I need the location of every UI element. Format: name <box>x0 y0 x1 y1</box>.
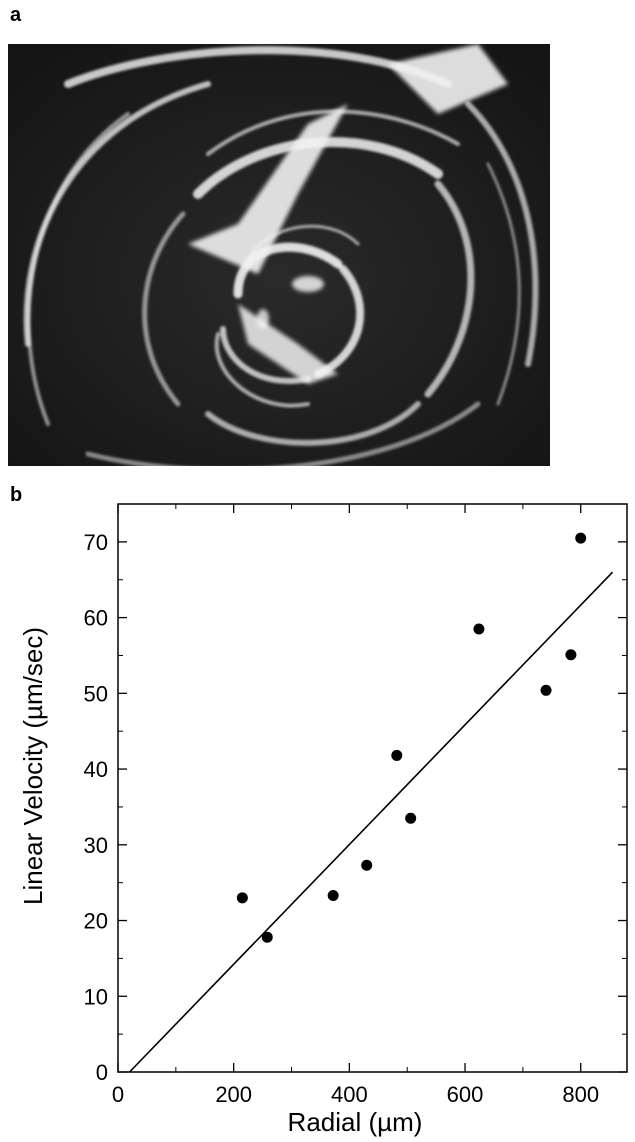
y-tick-label: 30 <box>84 833 108 858</box>
panel-label-b: b <box>10 484 23 506</box>
x-tick-label: 400 <box>331 1082 368 1107</box>
x-tick-label: 200 <box>215 1082 252 1107</box>
fit-line <box>128 571 614 1073</box>
data-point <box>540 684 552 696</box>
data-point <box>261 931 273 943</box>
plot-border <box>117 503 628 1073</box>
scatter-plot: 0 200 400 600 800 0 10 20 30 40 50 60 70 Radial (µm)… <box>18 503 628 1137</box>
tick-labels: 0 200 400 600 800 0 10 20 30 40 50 60 70 <box>84 530 600 1107</box>
y-tick-label: 10 <box>84 984 108 1009</box>
data-point <box>361 859 373 871</box>
x-tick-label: 0 <box>112 1082 124 1107</box>
data-point <box>405 812 417 824</box>
y-tick-label: 50 <box>84 681 108 706</box>
y-tick-label: 70 <box>84 530 108 555</box>
data-point <box>565 649 577 661</box>
y-tick-label: 40 <box>84 757 108 782</box>
data-point <box>391 749 403 761</box>
data-points <box>236 532 587 943</box>
y-axis-label: Linear Velocity (µm/sec) <box>18 627 48 905</box>
x-tick-label: 600 <box>447 1082 484 1107</box>
data-point <box>327 890 339 902</box>
y-tick-label: 20 <box>84 909 108 934</box>
panel-label-a: a <box>10 4 22 26</box>
data-point <box>473 623 485 635</box>
x-tick-label: 800 <box>562 1082 599 1107</box>
micrograph-image <box>8 44 550 466</box>
axis-ticks <box>117 504 627 1073</box>
data-point <box>575 532 587 544</box>
x-axis-label: Radial (µm) <box>288 1107 423 1137</box>
y-tick-label: 60 <box>84 606 108 631</box>
data-point <box>236 892 248 904</box>
y-tick-label: 0 <box>96 1060 108 1085</box>
plot-frame <box>117 503 628 1073</box>
fit-line-group <box>128 571 614 1073</box>
